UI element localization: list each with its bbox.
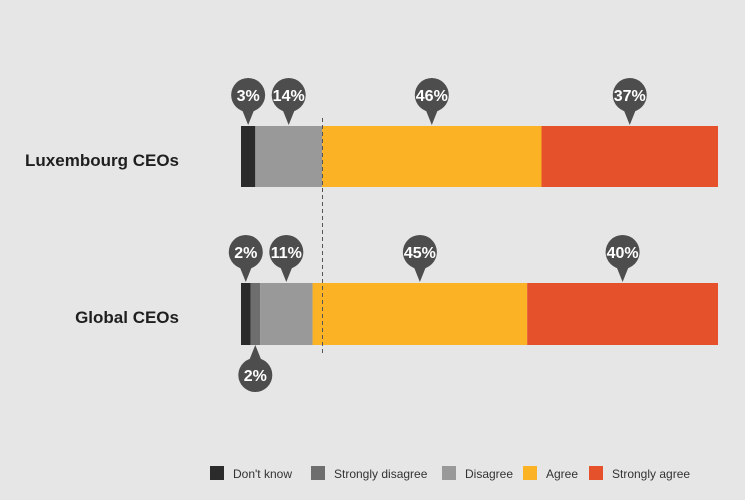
bubble-luxembourg-ceos-agree: 46%: [414, 78, 449, 125]
bubble-global-ceos-strongly-disagree: 2%: [238, 345, 273, 392]
bubble-global-ceos-strongly-agree-label: 40%: [607, 245, 639, 262]
legend-label: Strongly agree: [612, 467, 690, 481]
bubble-global-ceos-agree-label: 45%: [404, 245, 436, 262]
legend-item-strongly-disagree: Strongly disagree: [311, 466, 428, 481]
bar-luxembourg-ceos-strongly-agree: [541, 126, 718, 187]
bubble-global-ceos-disagree: 11%: [269, 235, 304, 282]
legend-label: Strongly disagree: [334, 467, 428, 481]
bar-global-ceos-strongly-disagree: [250, 283, 261, 345]
legend-swatch: [442, 466, 456, 480]
value-bubbles: 3% 14% 46% 37% 2% 2% 11% 45% 40%: [228, 78, 647, 392]
legend-item-disagree: Disagree: [442, 466, 513, 481]
bar-global-ceos-agree: [312, 283, 528, 345]
bubble-luxembourg-ceos-disagree: 14%: [271, 78, 306, 125]
bubble-luxembourg-ceos-agree-label: 46%: [416, 88, 448, 105]
bubble-global-ceos-strongly-disagree-label: 2%: [244, 368, 267, 385]
legend-swatch: [523, 466, 537, 480]
bars-layer: [241, 126, 718, 345]
legend-item-agree: Agree: [523, 466, 578, 481]
bar-luxembourg-ceos-don-t-know: [241, 126, 256, 187]
bar-global-ceos-strongly-agree: [527, 283, 718, 345]
bubble-global-ceos-strongly-agree: 40%: [605, 235, 640, 282]
legend: Don't know Strongly disagree Disagree Agree…: [210, 466, 690, 481]
bubble-luxembourg-ceos-strongly-agree: 37%: [612, 78, 647, 125]
bar-global-ceos-disagree: [260, 283, 313, 345]
bubble-global-ceos-disagree-label: 11%: [271, 245, 302, 262]
row-label-luxembourg-ceos: Luxembourg CEOs: [25, 151, 179, 170]
bubble-global-ceos-agree: 45%: [402, 235, 437, 282]
bubble-luxembourg-ceos-strongly-agree-label: 37%: [614, 88, 646, 105]
bubble-luxembourg-ceos-don-t-know: 3%: [231, 78, 266, 125]
bubble-global-ceos-don-t-know-label: 2%: [234, 245, 257, 262]
legend-label: Agree: [546, 467, 578, 481]
bar-global-ceos-don-t-know: [241, 283, 251, 345]
row-labels: Luxembourg CEOs Global CEOs: [25, 151, 179, 327]
legend-swatch: [589, 466, 603, 480]
bar-luxembourg-ceos-agree: [322, 126, 542, 187]
legend-swatch: [311, 466, 325, 480]
bar-luxembourg-ceos-disagree: [255, 126, 323, 187]
bubble-global-ceos-don-t-know: 2%: [228, 235, 263, 282]
legend-label: Disagree: [465, 467, 513, 481]
bubble-luxembourg-ceos-don-t-know-label: 3%: [237, 88, 260, 105]
row-label-global-ceos: Global CEOs: [75, 308, 179, 327]
legend-swatch: [210, 466, 224, 480]
legend-label: Don't know: [233, 467, 292, 481]
legend-item-don-t-know: Don't know: [210, 466, 292, 481]
bubble-luxembourg-ceos-disagree-label: 14%: [273, 88, 305, 105]
legend-item-strongly-agree: Strongly agree: [589, 466, 690, 481]
